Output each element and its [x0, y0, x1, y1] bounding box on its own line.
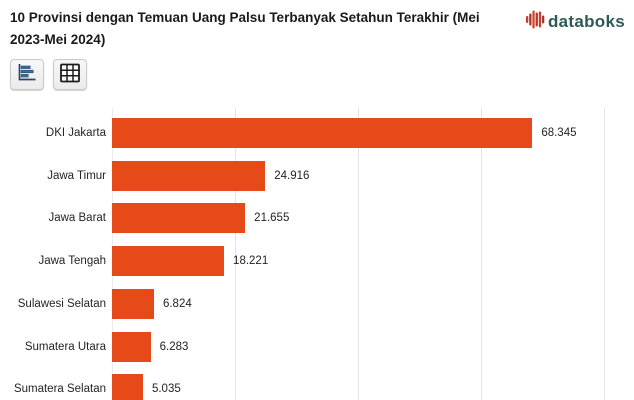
table-grid-icon — [59, 63, 81, 86]
chart-view-button[interactable] — [10, 59, 44, 90]
chart-row: Jawa Barat 21.655 — [0, 203, 634, 234]
chart-row: Sulawesi Selatan 6.824 — [0, 288, 634, 319]
horizontal-bar-chart-icon — [16, 63, 38, 86]
databoks-logo-icon — [525, 9, 546, 35]
chart-row: Jawa Tengah 18.221 — [0, 246, 634, 277]
category-label: Jawa Tengah — [38, 255, 106, 268]
category-label: Sumatera Selatan — [13, 383, 106, 396]
category-label: Jawa Timur — [47, 169, 106, 182]
value-label: 68.345 — [541, 127, 577, 139]
databoks-logo-text: databoks — [547, 12, 625, 31]
category-label: DKI Jakarta — [45, 127, 106, 139]
value-label: 18.221 — [233, 255, 269, 268]
value-label: 6.824 — [162, 297, 192, 310]
view-toolbar — [10, 59, 87, 90]
chart-gridline — [481, 108, 482, 400]
category-label: Sumatera Utara — [24, 340, 106, 353]
value-label: 6.283 — [159, 340, 189, 353]
bar[interactable] — [112, 288, 154, 319]
bar[interactable] — [112, 118, 533, 148]
chart-gridline — [604, 108, 605, 400]
bar[interactable] — [112, 246, 225, 277]
chart-row: Jawa Timur 24.916 — [0, 160, 634, 191]
chart-row: Sumatera Utara 6.283 — [0, 331, 634, 362]
page-title: 10 Provinsi dengan Temuan Uang Palsu Ter… — [10, 10, 480, 47]
databoks-logo[interactable]: databoks — [525, 9, 625, 35]
bar-chart: DKI Jakarta 68.345 Jawa Timur 24.916 Jawa Ba… — [0, 108, 634, 400]
value-label: 24.916 — [274, 169, 310, 182]
chart-row: Sumatera Selatan 5.035 — [0, 374, 634, 400]
bar[interactable] — [112, 203, 246, 234]
bar[interactable] — [112, 331, 151, 362]
bar[interactable] — [112, 160, 266, 191]
value-label: 5.035 — [151, 383, 181, 396]
value-label: 21.655 — [254, 212, 290, 225]
category-label: Sulawesi Selatan — [17, 297, 106, 310]
chart-gridline — [235, 108, 236, 400]
chart-row: DKI Jakarta 68.345 — [0, 118, 634, 148]
chart-gridline — [358, 108, 359, 400]
category-label: Jawa Barat — [48, 212, 106, 225]
table-view-button[interactable] — [53, 59, 87, 90]
bar[interactable] — [112, 374, 143, 400]
